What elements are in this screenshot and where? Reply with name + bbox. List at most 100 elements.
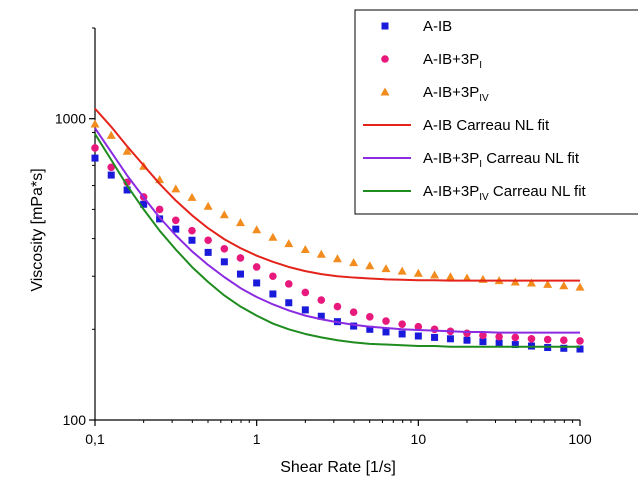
data-point-square bbox=[495, 339, 503, 347]
data-point-circle bbox=[543, 335, 552, 344]
data-point-square bbox=[91, 154, 99, 162]
plot-area bbox=[90, 107, 585, 353]
data-point-triangle bbox=[187, 192, 197, 201]
legend-circle-swatch bbox=[381, 55, 389, 63]
legend-label: A-IB+3PI Carreau NL fit bbox=[423, 150, 580, 170]
legend-item: A-IB+3PIV bbox=[380, 84, 489, 104]
data-point-triangle bbox=[543, 279, 553, 288]
data-point-circle bbox=[317, 296, 326, 304]
data-point-triangle bbox=[462, 273, 472, 282]
data-point-square bbox=[220, 258, 228, 266]
legend-label: A-IB+3PIV bbox=[423, 84, 489, 104]
data-point-circle bbox=[414, 322, 423, 331]
legend-label: A-IB bbox=[423, 18, 452, 35]
axes: 0,1 1 10 100 100 1000 bbox=[55, 27, 592, 447]
y-tick-label: 1000 bbox=[55, 111, 86, 127]
data-point-square bbox=[560, 344, 568, 352]
data-point-triangle bbox=[559, 281, 569, 290]
series-4 bbox=[94, 127, 580, 334]
data-point-square bbox=[269, 290, 277, 298]
data-point-square bbox=[463, 336, 471, 344]
data-point-triangle bbox=[413, 268, 423, 277]
data-point-circle bbox=[236, 254, 245, 262]
data-point-circle bbox=[171, 216, 180, 225]
fit-line bbox=[94, 127, 580, 334]
data-point-circle bbox=[284, 280, 293, 288]
data-point-circle bbox=[430, 325, 439, 334]
data-point-square bbox=[446, 335, 454, 343]
x-tick-label: 100 bbox=[568, 431, 592, 447]
data-point-triangle bbox=[171, 184, 181, 193]
data-point-triangle bbox=[381, 264, 391, 273]
data-point-triangle bbox=[106, 130, 116, 139]
data-point-square bbox=[431, 333, 439, 341]
y-axis-title: Viscosity [mPa*s] bbox=[29, 168, 46, 291]
data-point-triangle bbox=[445, 272, 455, 281]
legend-item: A-IB Carreau NL fit bbox=[363, 117, 550, 134]
data-point-square bbox=[511, 341, 519, 349]
legend-item: A-IB+3PIV Carreau NL fit bbox=[363, 183, 587, 203]
y-tick-label: 100 bbox=[63, 412, 87, 428]
legend-square-swatch bbox=[381, 22, 389, 30]
data-point-triangle bbox=[316, 249, 326, 258]
data-point-circle bbox=[91, 144, 99, 152]
data-point-triangle bbox=[397, 266, 407, 275]
data-point-triangle bbox=[90, 119, 100, 128]
data-point-circle bbox=[511, 333, 520, 342]
data-point-circle bbox=[188, 226, 196, 235]
data-point-triangle bbox=[284, 239, 294, 248]
data-point-triangle bbox=[349, 258, 359, 267]
legend-item: A-IB bbox=[381, 18, 452, 35]
data-point-triangle bbox=[300, 245, 310, 254]
data-point-triangle bbox=[575, 282, 585, 291]
data-point-triangle bbox=[219, 210, 229, 219]
data-point-square bbox=[382, 328, 390, 336]
data-point-square bbox=[253, 279, 261, 287]
data-point-square bbox=[188, 236, 196, 244]
x-tick-label: 10 bbox=[411, 431, 427, 447]
data-point-circle bbox=[269, 272, 277, 281]
data-point-circle bbox=[560, 336, 568, 345]
legend-label: A-IB+3PI bbox=[423, 51, 482, 71]
data-point-square bbox=[204, 248, 212, 256]
data-point-square bbox=[285, 299, 293, 307]
data-point-triangle bbox=[235, 218, 245, 227]
data-point-circle bbox=[107, 163, 116, 172]
fit-line bbox=[94, 107, 580, 282]
data-point-square bbox=[140, 200, 148, 208]
series-5 bbox=[94, 133, 580, 348]
data-point-circle bbox=[576, 337, 584, 345]
data-point-circle bbox=[301, 288, 310, 297]
data-point-circle bbox=[349, 308, 358, 316]
x-tick-label: 1 bbox=[253, 431, 261, 447]
data-point-square bbox=[301, 306, 309, 314]
data-point-circle bbox=[204, 236, 212, 245]
data-point-square bbox=[123, 186, 131, 194]
data-point-circle bbox=[155, 205, 164, 214]
legend-box bbox=[354, 9, 638, 215]
data-point-circle bbox=[463, 329, 471, 338]
data-point-triangle bbox=[332, 254, 342, 263]
x-tick-label: 0,1 bbox=[85, 431, 105, 447]
data-point-circle bbox=[382, 317, 390, 325]
data-point-square bbox=[414, 332, 422, 340]
data-point-square bbox=[366, 325, 374, 333]
data-point-square bbox=[107, 171, 115, 179]
data-point-square bbox=[172, 225, 180, 233]
data-point-square bbox=[398, 330, 406, 338]
data-point-square bbox=[479, 338, 487, 346]
data-point-square bbox=[350, 322, 358, 330]
series-0 bbox=[91, 154, 584, 353]
legend-label: A-IB Carreau NL fit bbox=[423, 117, 550, 134]
data-point-triangle bbox=[526, 278, 536, 287]
legend-item: A-IB+3PI Carreau NL fit bbox=[363, 150, 580, 170]
data-point-circle bbox=[220, 245, 229, 253]
legend: A-IB A-IB+3PI A-IB+3PIV A-IB Carreau NL fit… bbox=[354, 9, 638, 215]
fit-line bbox=[94, 133, 580, 348]
data-point-triangle bbox=[365, 261, 375, 270]
data-point-circle bbox=[398, 320, 406, 328]
data-point-circle bbox=[527, 334, 536, 343]
data-point-square bbox=[317, 312, 325, 320]
x-axis-title: Shear Rate [1/s] bbox=[280, 459, 396, 476]
